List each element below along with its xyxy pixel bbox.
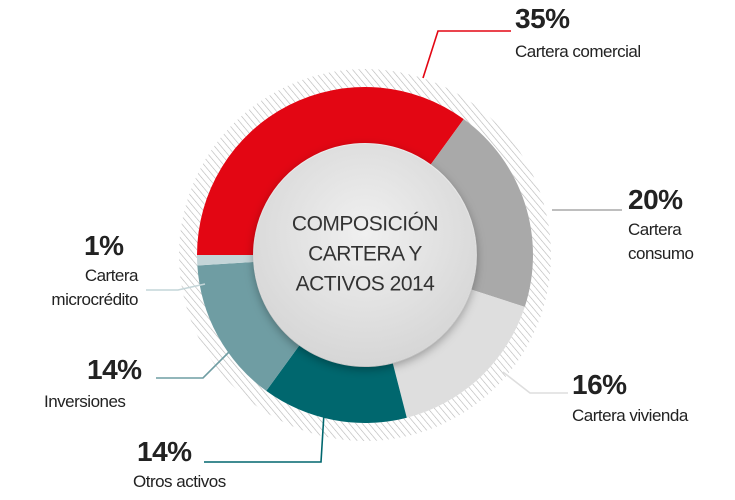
center-title: COMPOSICIÓN [292, 213, 438, 236]
donut-slice [266, 345, 407, 423]
donut-slice [392, 289, 525, 418]
center-title: ACTIVOS 2014 [296, 273, 436, 296]
donut-slice [430, 119, 533, 307]
value-label: 14% [87, 354, 142, 385]
value-label: 14% [137, 436, 192, 467]
leader-line [146, 283, 206, 291]
donut-slice [197, 262, 300, 391]
leader-line [422, 30, 511, 79]
leader-line [204, 412, 325, 463]
category-label: Cartera vivienda [572, 406, 688, 425]
value-label: 16% [572, 369, 627, 400]
category-label: Otros activos [133, 472, 226, 491]
category-label: Cartera comercial [515, 42, 641, 61]
leader-line [156, 344, 237, 379]
category-label: Cartera microcrédito [51, 266, 138, 309]
donut-slice [197, 87, 464, 256]
value-label: 35% [515, 3, 570, 34]
donut-slice [197, 255, 254, 266]
value-label: 20% [628, 184, 683, 215]
value-label: 1% [84, 230, 124, 261]
center-disc [254, 144, 476, 366]
category-label: Inversiones [44, 392, 126, 411]
leader-line [502, 371, 568, 394]
category-label: Cartera consumo [628, 220, 694, 263]
center-title: CARTERA Y [308, 243, 422, 266]
